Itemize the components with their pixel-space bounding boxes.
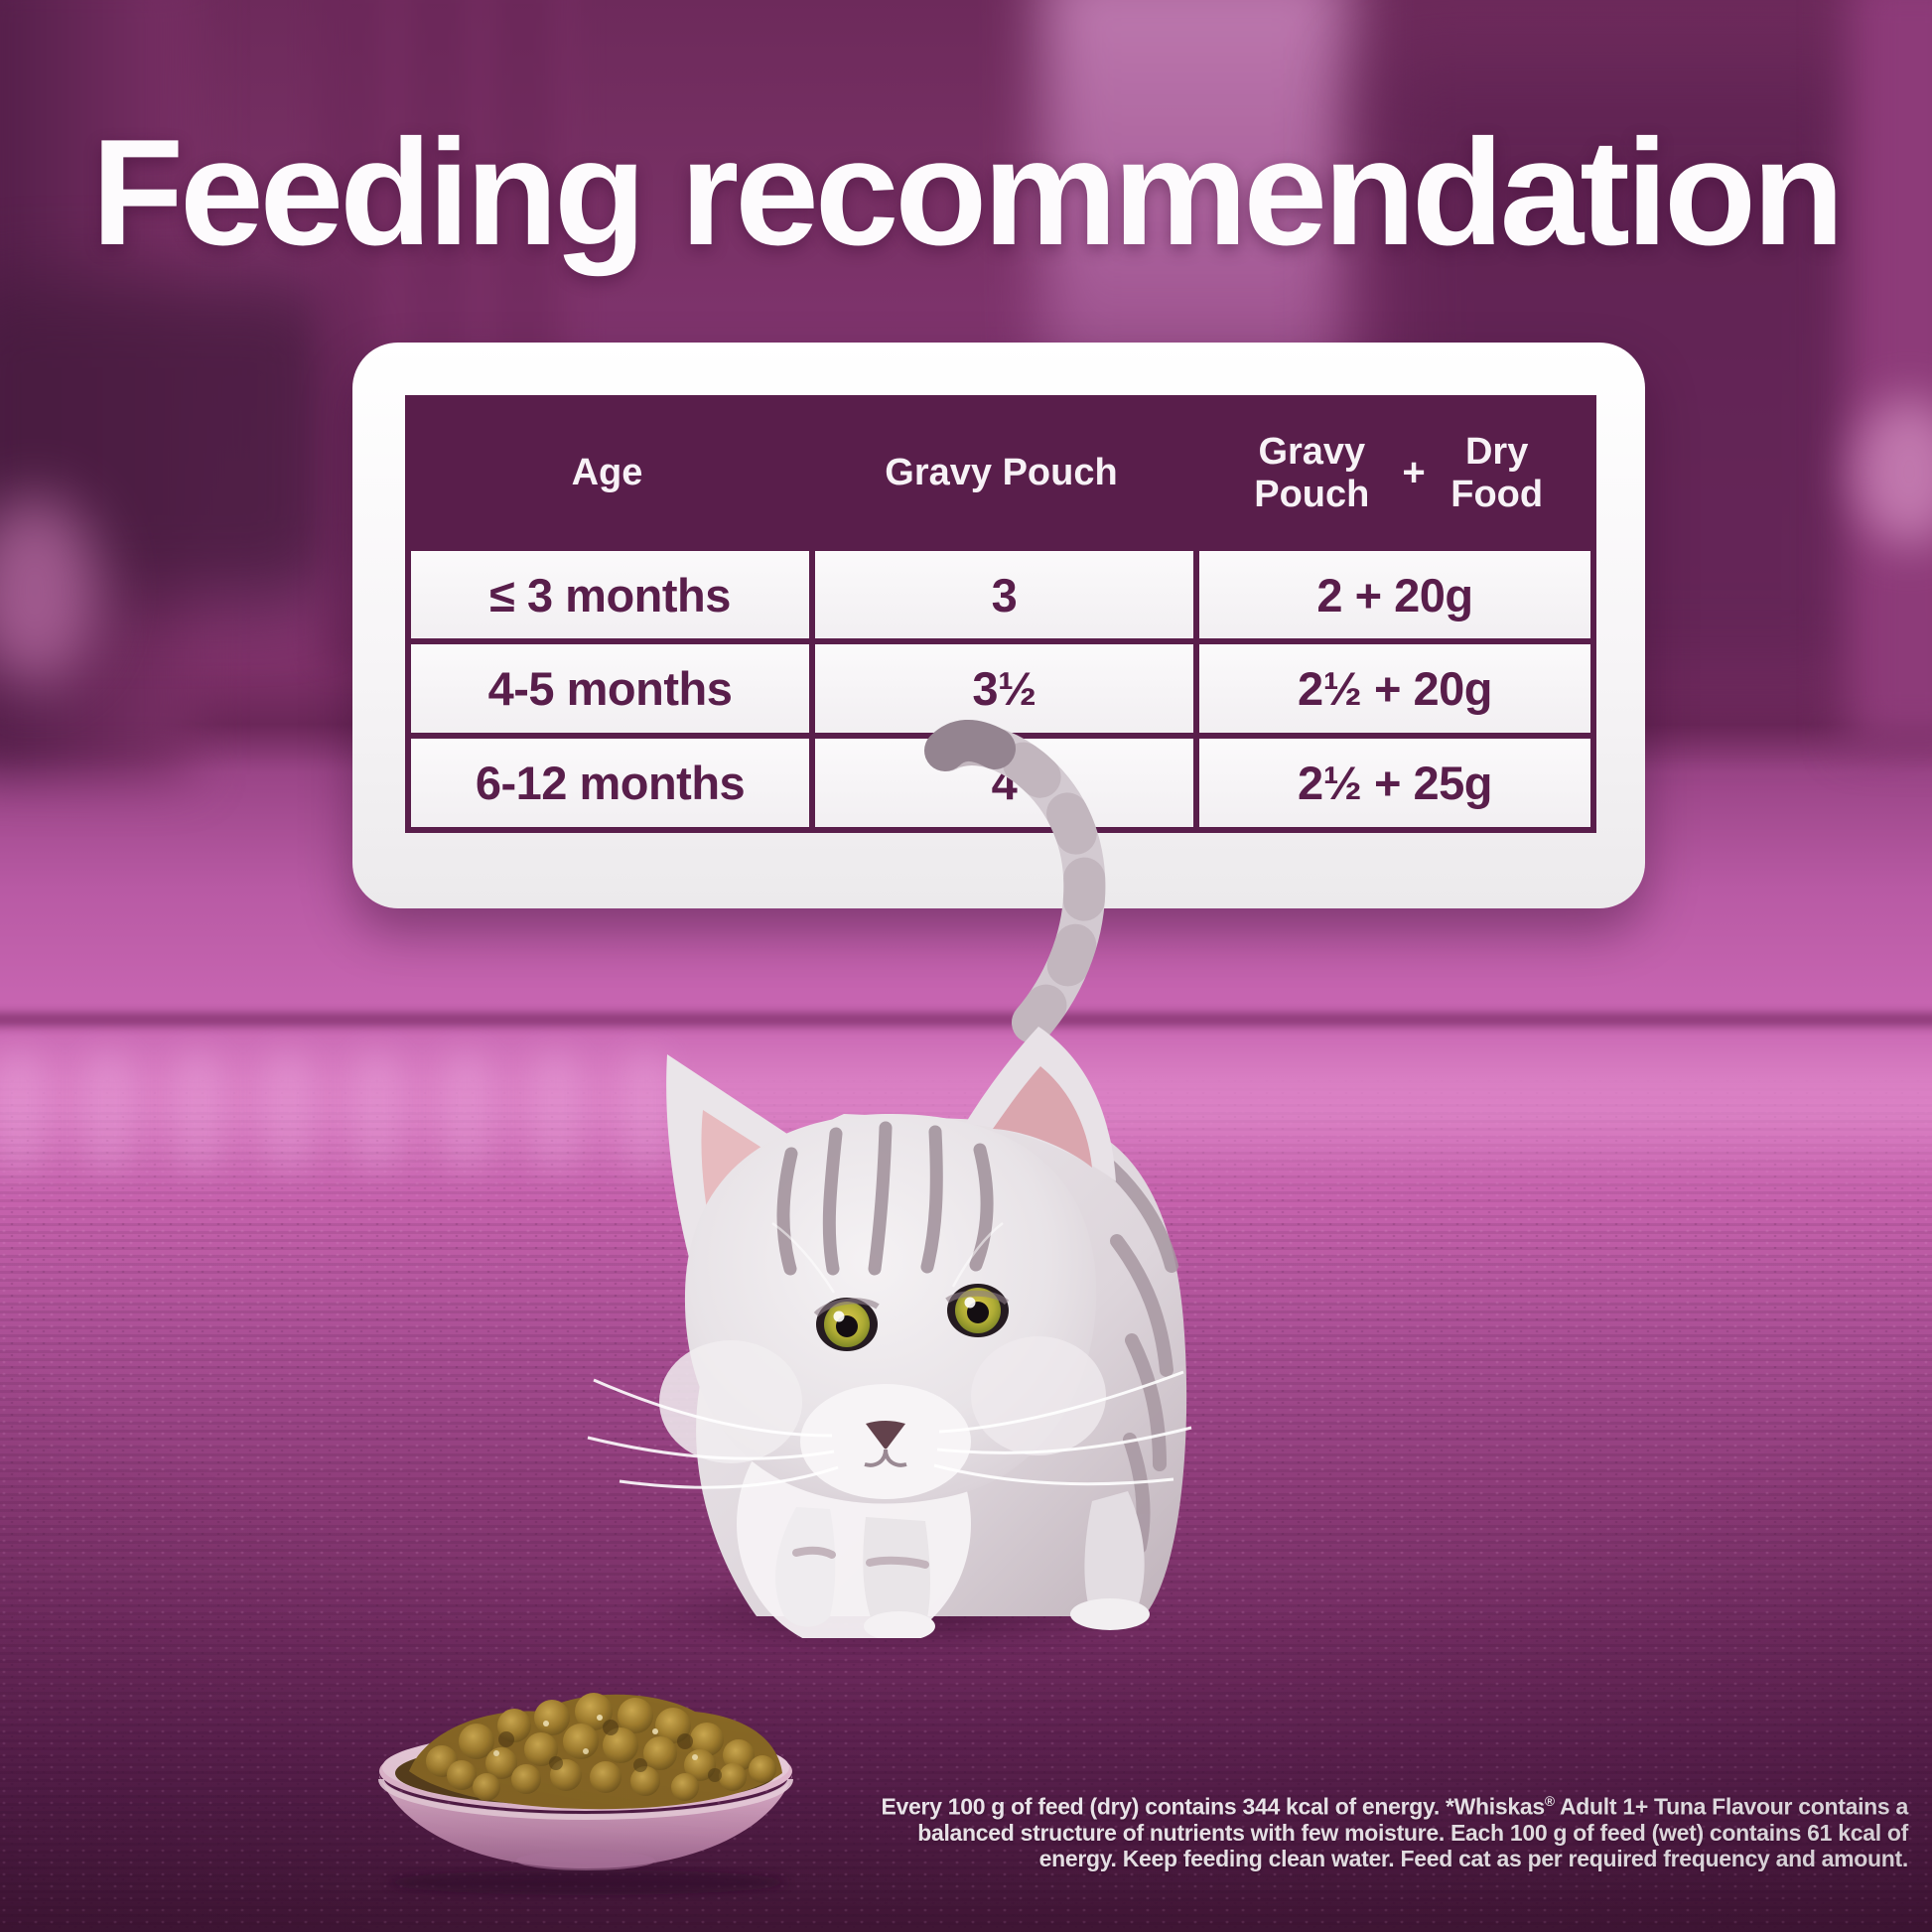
- header-dry-food-label: Dry Food: [1442, 431, 1553, 515]
- kitten-head: [587, 1027, 1192, 1504]
- kibble: [409, 1693, 782, 1810]
- kitten-tail: [924, 720, 1106, 1043]
- table-cell-age-row3: 6-12 months: [411, 739, 809, 827]
- header-cell-gravy-pouch-plus-dry-food: Gravy Pouch + Dry Food: [1193, 431, 1596, 515]
- registered-trademark-symbol: ®: [1545, 1794, 1555, 1809]
- disclaimer-text: Every 100 g of feed (dry) contains 344 k…: [881, 1789, 1908, 1871]
- plus-sign: +: [1402, 451, 1425, 495]
- kitten-photo: [587, 720, 1192, 1638]
- disclaimer-line-3: energy. Keep feeding clean water. Feed c…: [881, 1846, 1909, 1871]
- disclaimer-line-2: balanced structure of nutrients with few…: [881, 1820, 1908, 1846]
- blurred-cushion: [0, 496, 99, 685]
- disclaimer-line-1: Every 100 g of feed (dry) contains 344 k…: [881, 1789, 1908, 1820]
- feeding-table-body: ≤ 3 months 3 2 + 20g 4-5 months 3½ 2½ + …: [405, 551, 1596, 833]
- bowl-shadow: [389, 1869, 786, 1895]
- bowl-body: [379, 1775, 792, 1868]
- kitten-mouth: [864, 1449, 907, 1467]
- table-cell-age-row1: ≤ 3 months: [411, 551, 809, 638]
- feeding-table-card: Age Gravy Pouch Gravy Pouch + Dry Food ≤…: [352, 343, 1645, 908]
- kitten-whiskers: [587, 1221, 1192, 1489]
- table-cell-mixed-row1: 2 + 20g: [1199, 551, 1590, 638]
- feeding-table: Age Gravy Pouch Gravy Pouch + Dry Food ≤…: [405, 395, 1596, 833]
- food-bowl-photo: [378, 1693, 793, 1895]
- carpet-highlight-streaks: [0, 1052, 695, 1172]
- table-cell-mixed-row2: 2½ + 20g: [1199, 644, 1590, 733]
- kitten-left-eye: [816, 1298, 878, 1351]
- kitten-forehead-stripes: [776, 1121, 994, 1276]
- header-cell-gravy-pouch: Gravy Pouch: [809, 452, 1193, 494]
- table-cell-pouch-row1: 3: [815, 551, 1193, 638]
- page-title: Feeding recommendation: [0, 117, 1932, 268]
- feeding-table-header: Age Gravy Pouch Gravy Pouch + Dry Food: [405, 395, 1596, 551]
- table-cell-mixed-row3: 2½ + 25g: [1199, 739, 1590, 827]
- header-gravy-pouch-label: Gravy Pouch: [1237, 431, 1386, 515]
- kitten-hind-leg: [1084, 1491, 1145, 1618]
- table-cell-pouch-row2: 3½: [815, 644, 1193, 733]
- table-cell-age-row2: 4-5 months: [411, 644, 809, 733]
- wall-edge-right: [1849, 0, 1932, 745]
- kitten-front-legs: [774, 1507, 935, 1638]
- kitten-nose: [866, 1421, 905, 1449]
- header-cell-age: Age: [405, 452, 809, 494]
- carpet-fold-line: [0, 1013, 1932, 1027]
